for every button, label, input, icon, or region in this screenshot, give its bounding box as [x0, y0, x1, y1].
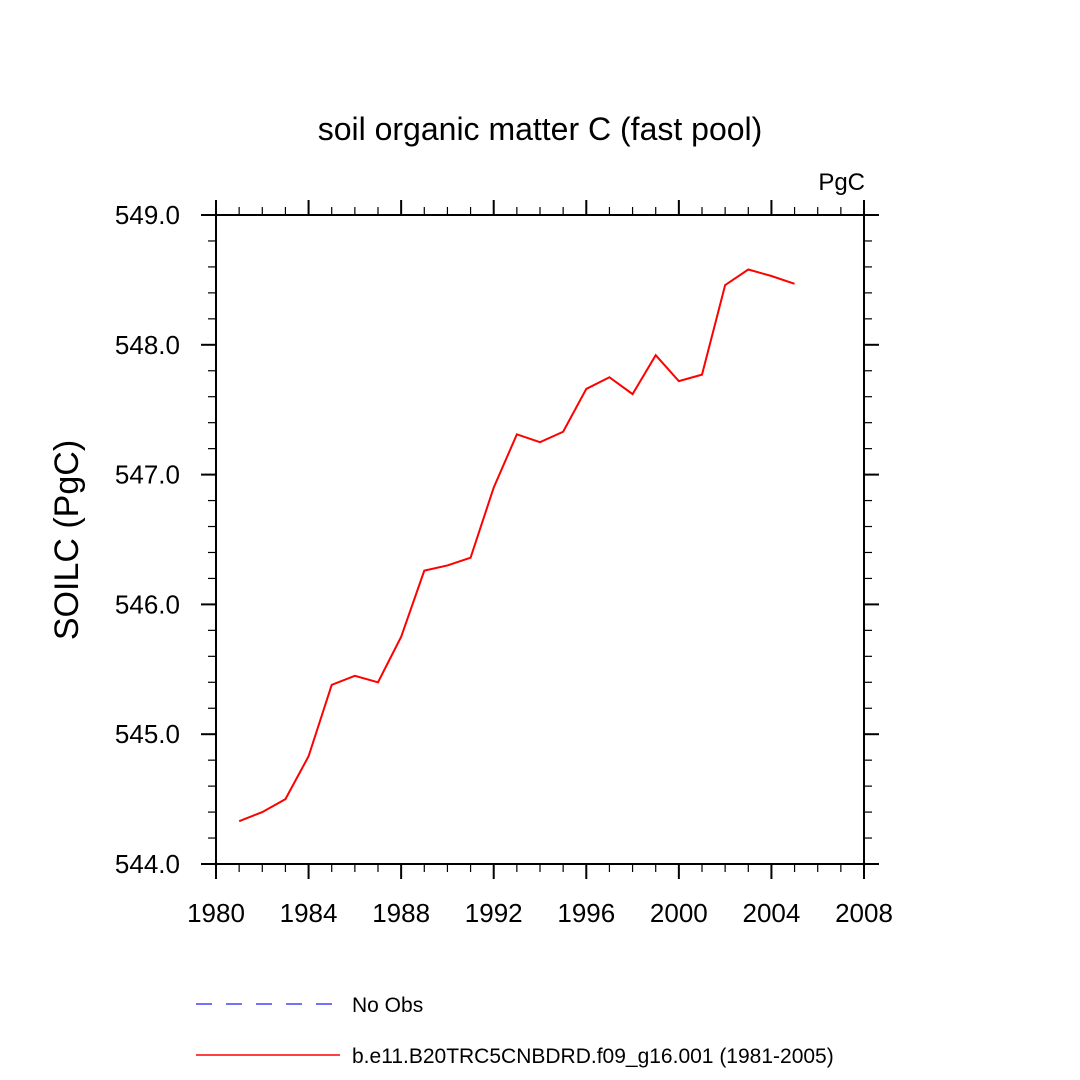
y-tick-label: 545.0 [115, 719, 180, 749]
x-tick-label: 1996 [557, 898, 615, 928]
y-axis-label: SOILC (PgC) [48, 440, 86, 640]
legend-label-no-obs: No Obs [352, 994, 423, 1017]
x-tick-label: 2004 [743, 898, 801, 928]
y-tick-label: 544.0 [115, 849, 180, 879]
x-tick-label: 1992 [465, 898, 523, 928]
y-tick-label: 547.0 [115, 460, 180, 490]
x-tick-label: 1988 [372, 898, 430, 928]
units-label: PgC [818, 169, 865, 196]
y-tick-label: 549.0 [115, 200, 180, 230]
x-tick-label: 2000 [650, 898, 708, 928]
series-line-1 [238, 268, 795, 823]
axes: 1980 1984 1988 1992 1996 2000 2004 2008 544.0 545… [115, 200, 893, 928]
x-tick-label: 1980 [187, 898, 245, 928]
x-tick-label: 1984 [280, 898, 338, 928]
chart-title: soil organic matter C (fast pool) [318, 111, 763, 147]
plot-series [238, 268, 795, 823]
plot-frame [215, 214, 865, 865]
y-tick-label: 548.0 [115, 330, 180, 360]
y-tick-label: 546.0 [115, 589, 180, 619]
legend-label-model: b.e11.B20TRC5CNBDRD.f09_g16.001 (1981-20… [352, 1045, 834, 1068]
legend: No Obs b.e11.B20TRC5CNBDRD.f09_g16.001 (… [196, 994, 834, 1068]
x-tick-label: 2008 [835, 898, 893, 928]
